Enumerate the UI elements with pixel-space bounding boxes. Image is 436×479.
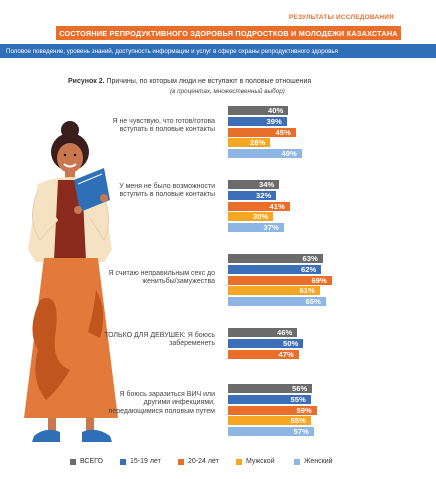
- category-label: Я не чувствую, что готов/готова вступать…: [112, 118, 215, 134]
- value-label: 55%: [290, 394, 306, 404]
- legend-swatch: [294, 458, 300, 465]
- legend-swatch: [120, 458, 126, 465]
- arm-left: [32, 189, 59, 241]
- shoe-right: [82, 429, 112, 442]
- bar-3: [228, 127, 296, 137]
- leg-right: [86, 418, 94, 432]
- value-label: 30%: [253, 212, 269, 222]
- bar-3: [228, 201, 290, 211]
- value-label: 37%: [263, 223, 279, 233]
- legend-label: Мужской: [246, 458, 275, 465]
- value-label: 55%: [290, 416, 306, 426]
- value-label: 46%: [277, 328, 293, 337]
- category-label: У меня не было возможности вступить в по…: [119, 183, 215, 199]
- category-label: Я боюсь заразиться ВИЧ или другими инфек…: [108, 391, 215, 415]
- bar-4: [228, 286, 320, 296]
- skirt-pattern-right: [88, 290, 104, 338]
- bar-1: [228, 384, 312, 393]
- bar-1: [228, 328, 297, 337]
- bar-3: [228, 349, 299, 359]
- value-label: 69%: [311, 275, 327, 285]
- section-label: РЕЗУЛЬТАТЫ ИССЛЕДОВАНИЯ: [288, 14, 394, 21]
- value-label: 45%: [275, 127, 291, 137]
- value-label: 65%: [305, 297, 321, 307]
- bar-1: [228, 254, 323, 263]
- smile: [63, 163, 77, 168]
- value-label: 40%: [268, 106, 284, 115]
- skirt-pattern: [32, 298, 70, 400]
- bar-5: [228, 297, 326, 307]
- value-label: 49%: [281, 149, 297, 159]
- bar-5: [228, 427, 314, 437]
- value-label: 47%: [278, 349, 294, 359]
- neck: [65, 170, 75, 178]
- legend-swatch: [178, 458, 184, 465]
- eye-left: [63, 153, 67, 157]
- legend-item: ВСЕГО: [70, 458, 103, 465]
- report-subtitle: Половое поведение, уровень знаний, досту…: [0, 44, 436, 58]
- bar-2: [228, 264, 321, 274]
- bar-2: [228, 338, 303, 348]
- figure-caption: Причины, по которым люди не вступают в п…: [104, 78, 312, 85]
- book-page: [77, 173, 103, 185]
- value-label: 59%: [296, 405, 312, 415]
- figure-number: Рисунок 2.: [68, 78, 105, 85]
- value-label: 63%: [302, 254, 318, 263]
- legend-label: 15-19 лет: [130, 458, 161, 465]
- face: [57, 143, 83, 173]
- legend-item: 20-24 лет: [178, 458, 219, 465]
- legend-label: ВСЕГО: [80, 458, 104, 465]
- category-label: Я считаю неправильным секс до женитьбы/з…: [108, 270, 215, 286]
- bar-2: [228, 190, 276, 200]
- value-label: 34%: [259, 180, 275, 189]
- bar-4: [228, 416, 311, 426]
- leg-left: [48, 418, 56, 432]
- legend-item: Женский: [294, 458, 333, 465]
- value-label: 57%: [293, 427, 309, 437]
- bar-3: [228, 275, 332, 285]
- value-label: 39%: [266, 116, 282, 126]
- figure-title: Рисунок 2. Причины, по которым люди не в…: [68, 78, 311, 85]
- bar-5: [228, 149, 302, 159]
- value-label: 50%: [283, 338, 299, 348]
- bar-1: [228, 180, 279, 189]
- hand-right: [100, 194, 108, 202]
- bar-1: [228, 106, 288, 115]
- value-label: 41%: [269, 201, 285, 211]
- value-label: 32%: [256, 190, 272, 200]
- bar-4: [228, 138, 270, 148]
- figure-note: (в процентах, множественный выбор): [170, 88, 285, 95]
- legend-item: 15-19 лет: [120, 458, 161, 465]
- legend-label: 20-24 лет: [188, 458, 219, 465]
- book: [74, 168, 110, 212]
- legend-label: Женский: [304, 458, 333, 465]
- legend-item: Мужской: [236, 458, 275, 465]
- hand-left: [74, 206, 82, 214]
- bar-4: [228, 212, 273, 222]
- eye-right: [73, 153, 77, 157]
- value-label: 28%: [250, 138, 266, 148]
- legend-swatch: [236, 458, 242, 465]
- value-label: 62%: [301, 264, 317, 274]
- report-title: СОСТОЯНИЕ РЕПРОДУКТИВНОГО ЗДОРОВЬЯ ПОДРО…: [56, 26, 401, 40]
- bar-3: [228, 405, 317, 415]
- value-label: 61%: [299, 286, 315, 296]
- woman-reading-illustration: [24, 121, 118, 442]
- bar-5: [228, 223, 284, 233]
- chart-legend: ВСЕГО 15-19 лет 20-24 лет Мужской Женский: [0, 458, 436, 472]
- legend-swatch: [70, 458, 76, 465]
- bar-2: [228, 394, 311, 404]
- bar-2: [228, 116, 287, 126]
- category-label: ТОЛЬКО ДЛЯ ДЕВУШЕК: Я боюсь забеременеть: [104, 332, 215, 348]
- shoe-left: [32, 429, 60, 442]
- value-label: 56%: [292, 384, 308, 393]
